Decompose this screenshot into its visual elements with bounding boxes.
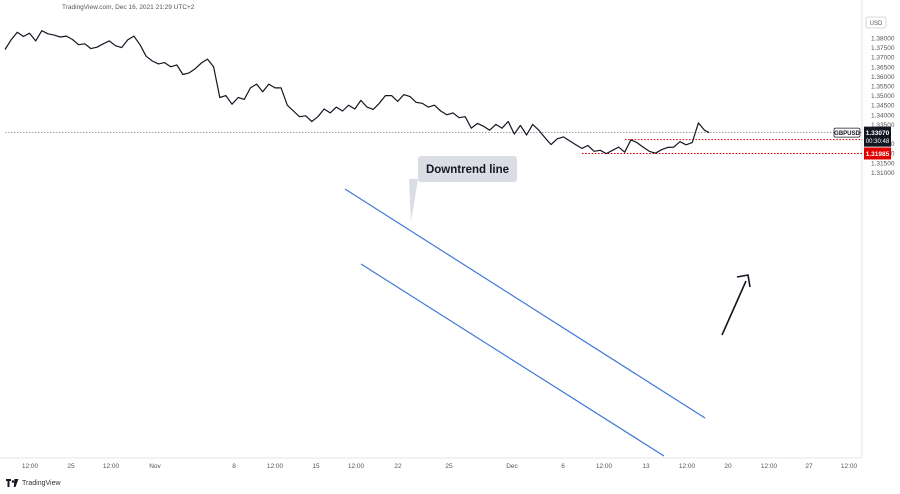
y-tick-label: 1.35500 bbox=[871, 84, 895, 91]
callout-pointer bbox=[409, 179, 418, 222]
y-tick-label: 1.31000 bbox=[871, 170, 895, 177]
x-tick-label: 27 bbox=[805, 463, 813, 470]
x-tick-label: 8 bbox=[232, 463, 236, 470]
callout-box[interactable] bbox=[418, 156, 517, 182]
brand-footer: TradingView bbox=[6, 479, 61, 487]
y-tick-label: 1.34500 bbox=[871, 103, 895, 110]
tradingview-logo-icon bbox=[6, 479, 19, 487]
y-tick-label: 1.38000 bbox=[871, 36, 895, 43]
x-tick-label: 12:00 bbox=[103, 463, 120, 470]
x-tick-label: 12:00 bbox=[679, 463, 696, 470]
arrow-shaft bbox=[721, 280, 747, 336]
channel-lower-line[interactable] bbox=[360, 263, 665, 457]
y-tick-label: 1.34000 bbox=[871, 112, 895, 119]
x-tick-label: 12:00 bbox=[348, 463, 365, 470]
x-tick-label: 12:00 bbox=[761, 463, 778, 470]
x-tick-label: Dec bbox=[506, 463, 518, 470]
y-tick-label: 1.36500 bbox=[871, 64, 895, 71]
arrow-head-icon bbox=[736, 274, 751, 288]
symbol-tag-label: GBPUSD bbox=[834, 131, 860, 137]
brand-name: TradingView bbox=[22, 479, 61, 487]
x-tick-label: 12:00 bbox=[267, 463, 284, 470]
x-tick-label: 25 bbox=[67, 463, 75, 470]
price-series-line bbox=[4, 30, 710, 155]
y-tick-label: 1.31500 bbox=[871, 160, 895, 167]
chart-source-header: TradingView.com, Dec 16, 2021 21:29 UTC+… bbox=[62, 4, 195, 11]
candle-countdown-label: 00:30:48 bbox=[866, 139, 890, 145]
level-price-tag bbox=[864, 147, 891, 160]
x-tick-label: Nov bbox=[149, 463, 161, 470]
y-tick-label: 1.37000 bbox=[871, 55, 895, 62]
currency-badge-label: USD bbox=[870, 21, 883, 27]
currency-badge[interactable] bbox=[865, 16, 887, 29]
y-tick-label: 1.35000 bbox=[871, 93, 895, 100]
level-price-label: 1.31985 bbox=[866, 151, 890, 158]
y-tick-label: 1.37500 bbox=[871, 45, 895, 52]
symbol-tag bbox=[833, 127, 861, 138]
x-tick-label: 12:00 bbox=[841, 463, 858, 470]
x-tick-label: 12:00 bbox=[22, 463, 39, 470]
x-tick-label: 20 bbox=[724, 463, 732, 470]
last-price-tag bbox=[864, 126, 891, 147]
callout-text: Downtrend line bbox=[426, 164, 509, 176]
x-tick-label: 6 bbox=[561, 463, 565, 470]
channel-upper-line[interactable] bbox=[344, 188, 706, 419]
x-tick-label: 13 bbox=[642, 463, 650, 470]
last-price-label: 1.33070 bbox=[866, 130, 890, 137]
y-tick-label: 1.33500 bbox=[871, 122, 895, 129]
x-tick-label: 15 bbox=[312, 463, 320, 470]
x-tick-label: 12:00 bbox=[596, 463, 613, 470]
x-tick-label: 22 bbox=[394, 463, 402, 470]
y-tick-label: 1.36000 bbox=[871, 74, 895, 81]
x-tick-label: 25 bbox=[445, 463, 453, 470]
